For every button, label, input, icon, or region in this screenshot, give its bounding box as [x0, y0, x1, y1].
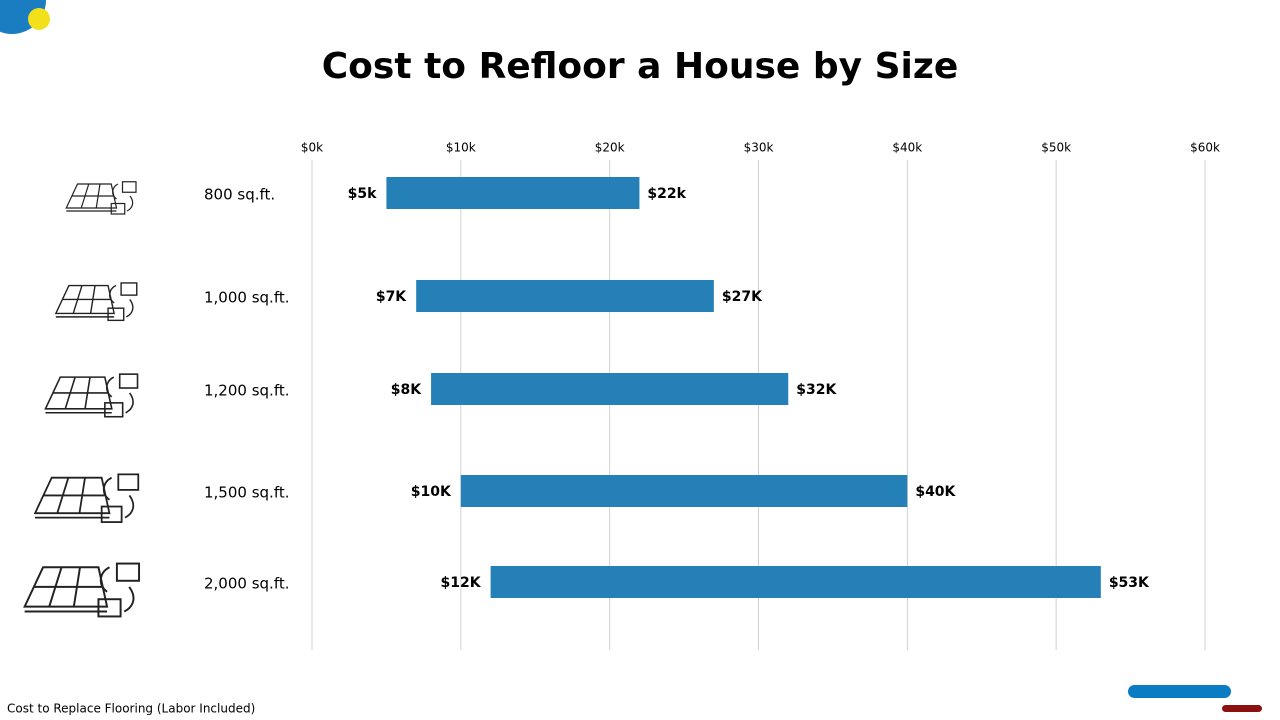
bar — [416, 280, 714, 312]
icon-tile — [110, 202, 126, 215]
icon-arrow — [99, 566, 135, 613]
icon-floor — [54, 284, 116, 318]
data-label: $12K — [441, 575, 482, 591]
decor-dot — [28, 8, 50, 30]
chart-title: Cost to Refloor a House by Size — [322, 46, 958, 87]
floor-icon — [33, 473, 140, 523]
x-tick-label: $60k — [1190, 141, 1220, 155]
icon-floor — [33, 476, 111, 519]
data-label: $32K — [796, 382, 837, 398]
footer: Cost to Replace Flooring (Labor Included… — [7, 702, 255, 716]
icon-tile — [120, 282, 138, 296]
icon-arrow — [109, 284, 134, 318]
icon-tile — [97, 598, 122, 618]
data-label: $40K — [915, 484, 956, 500]
x-tick-label: $20k — [595, 141, 625, 155]
icon-floor — [65, 183, 118, 212]
icons — [23, 181, 141, 618]
floor-icon — [44, 373, 139, 418]
x-tick-label: $10k — [446, 141, 476, 155]
decor-pill — [1222, 705, 1262, 712]
icon-tile — [107, 307, 125, 322]
icon-floor — [44, 376, 113, 414]
icon-arrow — [106, 376, 134, 414]
bar — [460, 475, 908, 507]
x-tick-label: $40k — [892, 141, 922, 155]
data-label: $8K — [391, 382, 422, 398]
icon-tile — [104, 402, 124, 418]
decor-pill — [1128, 685, 1231, 698]
floor-icon — [54, 282, 138, 322]
data-label: $10K — [411, 484, 452, 500]
icon-arrow — [112, 183, 134, 212]
icon-arrow — [102, 476, 135, 519]
category-label: 1,500 sq.ft. — [204, 484, 289, 502]
icon-tile — [100, 505, 123, 523]
data-label: $53K — [1109, 575, 1150, 591]
bar — [431, 373, 789, 405]
category-label: 800 sq.ft. — [204, 186, 275, 204]
data-label: $27K — [722, 289, 763, 305]
x-tick-label: $0k — [301, 141, 323, 155]
bar — [386, 177, 640, 209]
bar — [490, 566, 1101, 598]
data-label: $7K — [376, 289, 407, 305]
floor-icon — [65, 181, 137, 215]
data-label: $22k — [647, 186, 686, 202]
icon-floor — [23, 566, 109, 613]
category-label: 1,000 sq.ft. — [204, 289, 289, 307]
data-label: $5k — [348, 186, 377, 202]
category-label: 1,200 sq.ft. — [204, 382, 289, 400]
icon-tile — [117, 473, 140, 491]
icon-tile — [121, 181, 137, 193]
floor-icon — [23, 562, 141, 618]
icon-tile — [118, 373, 139, 389]
category-label: 2,000 sq.ft. — [204, 575, 289, 593]
icon-tile — [115, 562, 141, 582]
x-tick-label: $50k — [1041, 141, 1071, 155]
x-tick-label: $30k — [744, 141, 774, 155]
